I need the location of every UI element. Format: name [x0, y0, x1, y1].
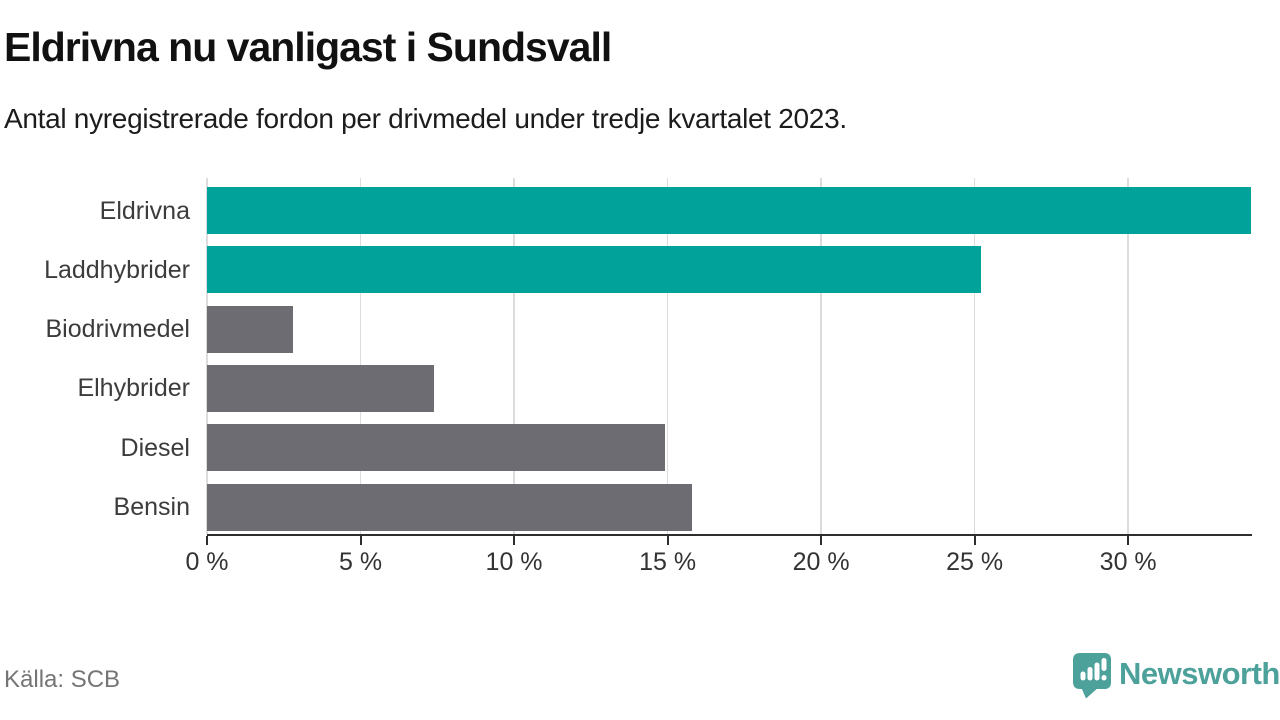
bar-elhybrider: [207, 364, 435, 412]
tick-mark-5: [359, 536, 362, 545]
newsworthy-wordmark: Newsworthy: [1119, 656, 1280, 691]
bar-eldrivna: [207, 187, 1251, 234]
gridline-5: [359, 178, 362, 534]
tick-mark-25: [973, 536, 976, 545]
tick-label-20: 20 %: [792, 548, 850, 576]
gridline-15: [666, 178, 669, 534]
y-label-bensin: Bensin: [113, 493, 190, 521]
tick-mark-10: [513, 536, 516, 545]
tick-label-10: 10 %: [485, 548, 543, 576]
gridline-30: [1127, 178, 1129, 534]
bar-bensin: [207, 483, 693, 531]
tick-label-5: 5 %: [338, 548, 383, 576]
page-title: Eldrivna nu vanligast i Sundsvall: [4, 24, 612, 70]
tick-label-25: 25 %: [946, 548, 1004, 576]
bar-diesel: [207, 424, 665, 472]
y-label-biodrivmedel: Biodrivmedel: [45, 315, 190, 344]
tick-mark-30: [1127, 536, 1130, 545]
tick-label-15: 15 %: [639, 548, 697, 576]
bar-biodrivmedel: [207, 305, 293, 353]
tick-label-30: 30 %: [1099, 548, 1157, 576]
gridline-10: [513, 178, 515, 534]
tick-label-0: 0 %: [185, 548, 229, 576]
x-axis-line: [207, 534, 1252, 536]
page-subtitle: Antal nyregistrerade fordon per drivmede…: [4, 103, 847, 134]
bar-laddhybrider: [207, 246, 981, 294]
tick-mark-0: [206, 536, 208, 545]
y-label-elhybrider: Elhybrider: [77, 374, 190, 403]
gridline-25: [973, 178, 976, 534]
y-label-diesel: Diesel: [120, 433, 190, 462]
newsworthy-logo[interactable]: Newsworthy: [1072, 652, 1280, 702]
source-note: Källa: SCB: [4, 666, 121, 693]
y-label-eldrivna: Eldrivna: [99, 196, 190, 225]
newsworthy-icon: [1072, 652, 1112, 700]
gridline-0: [206, 178, 208, 534]
tick-mark-15: [666, 536, 669, 545]
gridline-20: [820, 178, 822, 534]
tick-mark-20: [820, 536, 823, 545]
y-label-laddhybrider: Laddhybrider: [44, 255, 190, 284]
